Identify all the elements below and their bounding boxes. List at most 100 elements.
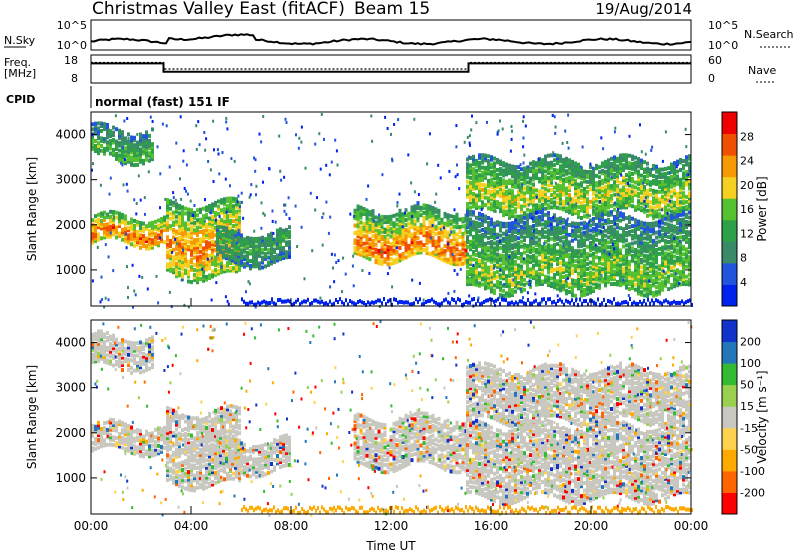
heatmap-cell (499, 228, 502, 233)
heatmap-cell (592, 227, 595, 231)
heatmap-cell (136, 162, 139, 167)
heatmap-cell (613, 220, 616, 224)
heatmap-cell (670, 285, 673, 290)
heatmap-cell (664, 226, 667, 231)
heatmap-cell (196, 225, 199, 230)
heatmap-cell (565, 251, 568, 256)
heatmap-cell (205, 208, 208, 212)
heatmap-cell (151, 149, 154, 154)
heatmap-cell (264, 247, 267, 251)
heatmap-cell (490, 289, 493, 294)
heatmap-cell (619, 280, 622, 285)
heatmap-cell (544, 225, 547, 230)
heatmap-cell (553, 275, 556, 280)
heatmap-cell (440, 235, 444, 240)
heatmap-cell (580, 248, 583, 253)
heatmap-cell (508, 190, 511, 195)
heatmap-cell (631, 276, 634, 281)
heatmap-cell (127, 159, 130, 164)
heatmap-cell (652, 248, 655, 253)
heatmap-cell (677, 212, 680, 216)
heatmap-cell (249, 266, 252, 271)
heatmap-cell (508, 195, 511, 200)
heatmap-cell (547, 183, 550, 188)
heatmap-cell (133, 226, 136, 231)
heatmap-cell (475, 225, 478, 230)
heatmap-cell (493, 291, 496, 295)
heatmap-cell (247, 280, 250, 284)
heatmap-cell (238, 208, 241, 213)
heatmap-cell (487, 258, 490, 263)
heatmap-cell (562, 217, 565, 222)
heatmap-cell (468, 294, 471, 298)
heatmap-cell (235, 199, 238, 204)
heatmap-cell (481, 255, 484, 260)
heatmap-cell (559, 199, 562, 203)
heatmap-cell (637, 256, 640, 261)
heatmap-cell (103, 137, 106, 141)
heatmap-cell (127, 154, 130, 159)
heatmap-cell (151, 157, 154, 162)
heatmap-cell (452, 247, 456, 252)
heatmap-cell (428, 222, 432, 227)
heatmap-cell (166, 200, 169, 205)
heatmap-cell (211, 232, 214, 237)
heatmap-cell (472, 227, 475, 232)
heatmap-cell (652, 243, 655, 248)
heatmap-cell (613, 239, 616, 244)
heatmap-cell (613, 157, 616, 162)
heatmap-cell (679, 222, 682, 227)
heatmap-cell (607, 213, 610, 218)
heatmap-cell (496, 260, 499, 264)
heatmap-cell (688, 154, 691, 159)
heatmap-cell (282, 256, 285, 260)
heatmap-cell (446, 233, 450, 237)
heatmap-cell (535, 203, 538, 208)
heatmap-cell (223, 199, 226, 204)
heatmap-cell (616, 222, 619, 227)
heatmap-cell (537, 157, 540, 161)
heatmap-cell (314, 208, 317, 212)
heatmap-cell (475, 201, 478, 205)
heatmap-cell (422, 233, 426, 238)
heatmap-cell (499, 206, 502, 211)
heatmap-cell (535, 218, 538, 223)
heatmap-cell (520, 194, 523, 199)
heatmap-cell (475, 238, 478, 243)
heatmap-cell (231, 248, 234, 253)
heatmap-cell (568, 255, 571, 260)
heatmap-cell (556, 175, 559, 180)
heatmap-cell (673, 217, 676, 222)
heatmap-cell (652, 181, 655, 186)
heatmap-cell (532, 271, 535, 276)
heatmap-cell (595, 203, 598, 208)
heatmap-cell (505, 192, 508, 197)
heatmap-cell (685, 259, 688, 264)
heatmap-cell (667, 235, 670, 239)
heatmap-cell (362, 229, 366, 234)
heatmap-cell (529, 169, 532, 174)
heatmap-cell (589, 170, 592, 174)
heatmap-cell (99, 300, 102, 304)
heatmap-cell (520, 172, 523, 177)
heatmap-cell (178, 206, 181, 211)
heatmap-cell (601, 178, 604, 183)
heatmap-cell (655, 285, 658, 290)
heatmap-cell (413, 244, 417, 248)
heatmap-cell (511, 209, 514, 214)
heatmap-cell (655, 292, 658, 297)
heatmap-cell (103, 146, 106, 151)
heatmap-cell (413, 211, 417, 216)
heatmap-cell (610, 274, 613, 279)
heatmap-cell (416, 248, 420, 253)
heatmap-cell (481, 192, 484, 197)
heatmap-cell (484, 203, 487, 208)
heatmap-cell (121, 155, 124, 159)
heatmap-cell (428, 204, 432, 209)
heatmap-cell (565, 161, 568, 166)
heatmap-cell (523, 193, 526, 198)
heatmap-cell (478, 160, 481, 165)
heatmap-cell (103, 228, 106, 232)
heatmap-cell (100, 211, 103, 216)
heatmap-cell (598, 271, 601, 275)
